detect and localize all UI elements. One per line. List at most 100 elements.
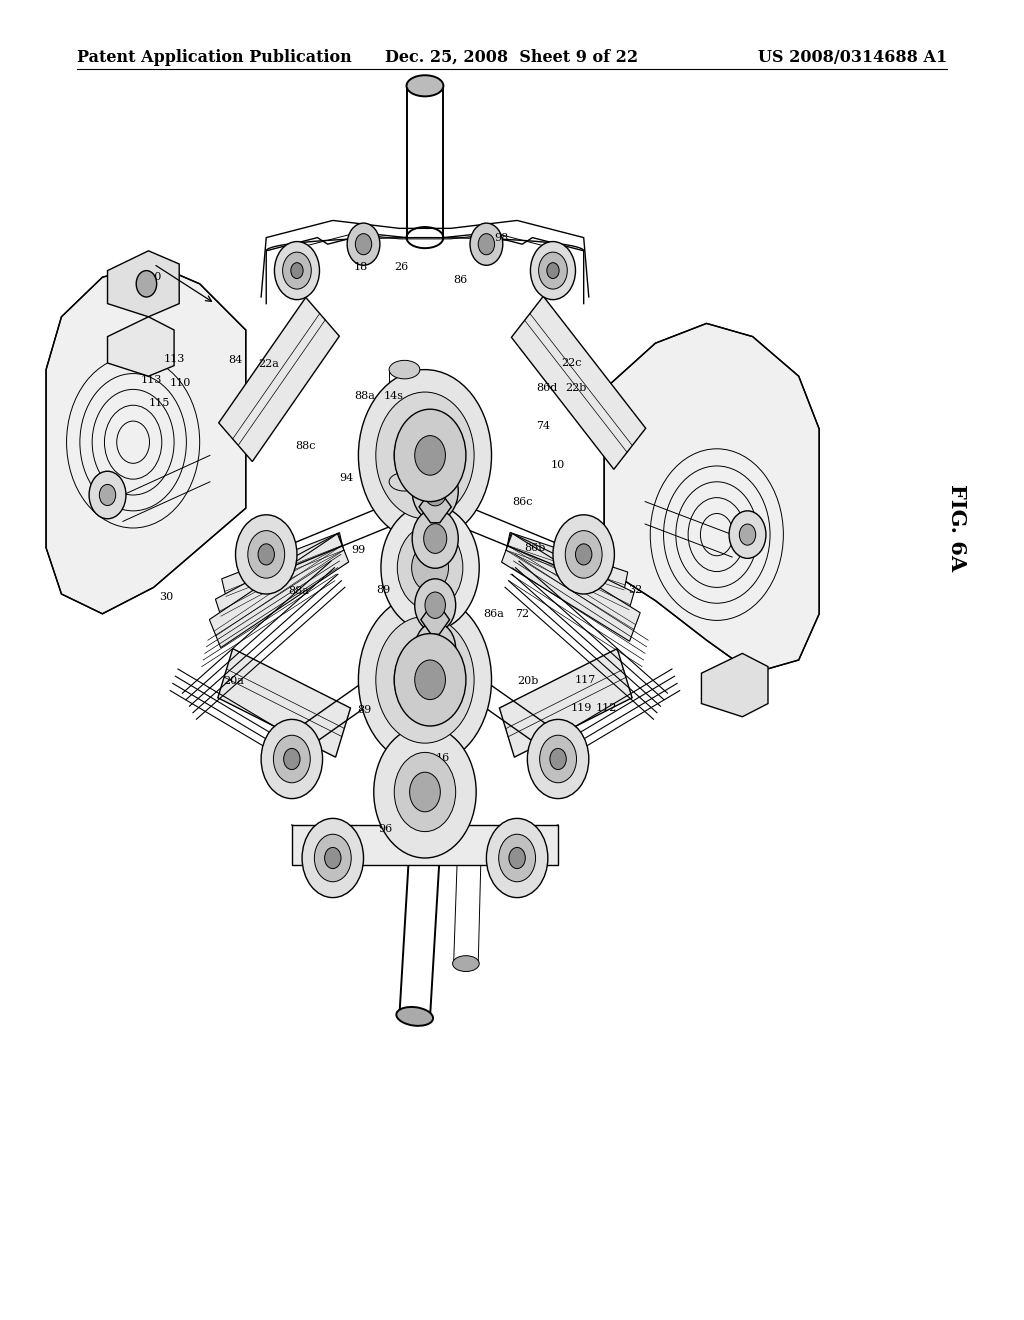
Circle shape <box>381 504 479 631</box>
Text: 86a: 86a <box>483 609 504 619</box>
Circle shape <box>261 719 323 799</box>
Circle shape <box>258 544 274 565</box>
Circle shape <box>358 370 492 541</box>
Circle shape <box>415 579 456 632</box>
Circle shape <box>565 531 602 578</box>
Circle shape <box>284 748 300 770</box>
Polygon shape <box>511 296 646 470</box>
Circle shape <box>89 471 126 519</box>
Text: 94: 94 <box>339 473 353 483</box>
Circle shape <box>394 416 456 495</box>
Text: 12s: 12s <box>377 676 397 686</box>
Text: 88b: 88b <box>268 543 289 553</box>
Polygon shape <box>701 653 768 717</box>
Text: 26: 26 <box>394 261 409 272</box>
Text: 86c: 86c <box>512 496 532 507</box>
Circle shape <box>394 634 466 726</box>
Circle shape <box>397 525 463 610</box>
Circle shape <box>550 748 566 770</box>
Circle shape <box>236 515 297 594</box>
Circle shape <box>424 524 446 553</box>
Text: 32: 32 <box>628 585 642 595</box>
Text: US 2008/0314688 A1: US 2008/0314688 A1 <box>758 49 947 66</box>
Circle shape <box>424 477 446 506</box>
Text: 72: 72 <box>515 609 529 619</box>
Text: 10: 10 <box>551 459 565 470</box>
Circle shape <box>374 726 476 858</box>
Text: 30: 30 <box>159 591 173 602</box>
Circle shape <box>376 616 474 743</box>
Circle shape <box>274 242 319 300</box>
Circle shape <box>355 234 372 255</box>
Polygon shape <box>292 825 558 865</box>
Text: 113: 113 <box>141 375 162 385</box>
Text: 86b: 86b <box>524 543 545 553</box>
Polygon shape <box>209 533 349 648</box>
Polygon shape <box>46 264 246 614</box>
Text: 20a: 20a <box>223 676 244 686</box>
Circle shape <box>99 484 116 506</box>
Text: 119: 119 <box>571 702 592 713</box>
Circle shape <box>314 834 351 882</box>
Circle shape <box>530 242 575 300</box>
Text: 96: 96 <box>378 824 392 834</box>
Text: 98: 98 <box>495 232 509 243</box>
Text: Dec. 25, 2008  Sheet 9 of 22: Dec. 25, 2008 Sheet 9 of 22 <box>385 49 639 66</box>
Circle shape <box>425 636 445 663</box>
Text: 22a: 22a <box>258 359 279 370</box>
Text: 89: 89 <box>417 473 431 483</box>
Text: 112: 112 <box>596 702 616 713</box>
Circle shape <box>283 252 311 289</box>
Polygon shape <box>222 533 346 609</box>
Circle shape <box>376 392 474 519</box>
Circle shape <box>415 623 456 676</box>
Circle shape <box>394 640 456 719</box>
Circle shape <box>410 772 440 812</box>
Text: 84: 84 <box>228 355 243 366</box>
Polygon shape <box>503 533 634 622</box>
Circle shape <box>547 263 559 279</box>
Circle shape <box>540 735 577 783</box>
Circle shape <box>425 593 445 619</box>
Text: 88: 88 <box>415 752 429 763</box>
Circle shape <box>478 234 495 255</box>
Circle shape <box>291 263 303 279</box>
Polygon shape <box>604 323 819 673</box>
Polygon shape <box>218 648 350 758</box>
Circle shape <box>415 436 445 475</box>
Text: 89: 89 <box>376 585 390 595</box>
Circle shape <box>739 524 756 545</box>
Circle shape <box>509 847 525 869</box>
Circle shape <box>527 719 589 799</box>
Ellipse shape <box>396 1007 433 1026</box>
Text: 24: 24 <box>415 776 429 787</box>
Text: 99: 99 <box>351 545 366 556</box>
Ellipse shape <box>407 75 443 96</box>
Text: 88a: 88a <box>289 586 309 597</box>
Text: 18: 18 <box>353 261 368 272</box>
Text: 86d: 86d <box>537 383 557 393</box>
Circle shape <box>470 223 503 265</box>
Text: 110: 110 <box>170 378 190 388</box>
Polygon shape <box>108 317 174 376</box>
Circle shape <box>358 594 492 766</box>
Text: 20b: 20b <box>518 676 539 686</box>
Polygon shape <box>504 532 628 603</box>
Text: 16: 16 <box>435 752 450 763</box>
Ellipse shape <box>389 360 420 379</box>
Text: FIG. 6A: FIG. 6A <box>947 484 968 572</box>
Circle shape <box>729 511 766 558</box>
Circle shape <box>412 544 449 591</box>
Text: 89: 89 <box>357 705 372 715</box>
Circle shape <box>302 818 364 898</box>
Circle shape <box>394 409 466 502</box>
Circle shape <box>499 834 536 882</box>
Text: Patent Application Publication: Patent Application Publication <box>77 49 351 66</box>
Circle shape <box>412 510 459 569</box>
Polygon shape <box>419 491 452 523</box>
Circle shape <box>553 515 614 594</box>
Circle shape <box>347 223 380 265</box>
Polygon shape <box>502 533 640 642</box>
Polygon shape <box>219 297 339 462</box>
Polygon shape <box>215 533 348 628</box>
